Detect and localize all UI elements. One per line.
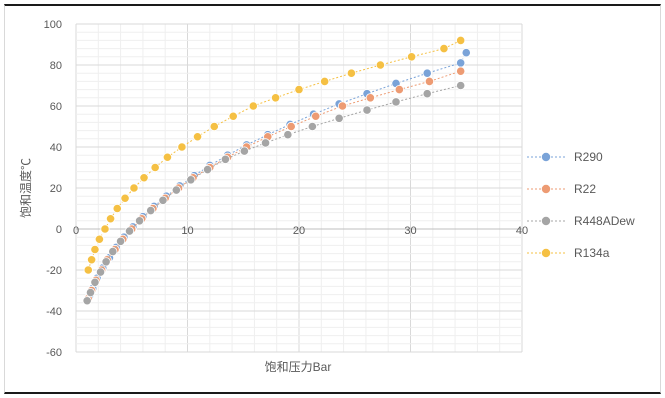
data-point — [456, 58, 466, 68]
data-point — [83, 265, 93, 275]
data-point — [101, 257, 111, 267]
series-line — [87, 70, 461, 299]
y-axis-title: 饱和温度℃ — [18, 158, 33, 218]
x-axis-title: 饱和压力Bar — [265, 359, 332, 374]
legend-label: R290 — [574, 150, 603, 164]
data-point — [365, 93, 375, 103]
grid — [75, 23, 523, 353]
data-point — [209, 121, 219, 132]
data-point — [375, 60, 385, 70]
data-point — [461, 48, 471, 58]
x-tick-label: 20 — [293, 225, 305, 237]
series-layer — [82, 35, 471, 306]
y-tick-label: 60 — [50, 101, 62, 113]
data-point — [134, 216, 145, 226]
data-point — [407, 52, 417, 62]
data-point — [177, 142, 187, 152]
data-point — [248, 101, 258, 111]
axes: 0 10 20 30 40 100 80 60 40 20 0 -20 -40 -60 — [44, 19, 528, 359]
y-tick-label: 100 — [44, 19, 62, 31]
y-tick-label: -20 — [46, 265, 62, 277]
legend-label: R22 — [574, 182, 596, 196]
data-point — [186, 175, 196, 185]
series-r22 — [83, 66, 466, 304]
x-tick-label: 0 — [73, 225, 79, 237]
data-point — [220, 154, 231, 164]
y-tick-label: -40 — [46, 306, 62, 318]
legend-item: R290 — [527, 150, 603, 164]
data-point — [82, 296, 92, 306]
data-point — [394, 85, 404, 95]
y-tick-label: -60 — [46, 347, 62, 359]
data-point — [294, 85, 304, 95]
series-r134a — [83, 35, 466, 275]
data-point — [100, 224, 110, 234]
y-tick-label: 20 — [50, 183, 62, 195]
x-tick-label: 30 — [404, 225, 416, 237]
data-point — [422, 68, 432, 78]
data-point — [320, 76, 330, 87]
data-point — [139, 173, 149, 183]
legend-label: R134a — [574, 246, 610, 260]
data-point — [346, 68, 357, 78]
data-point — [162, 152, 173, 162]
data-point — [311, 111, 321, 121]
data-point — [456, 66, 466, 76]
data-point — [439, 43, 449, 54]
data-point — [150, 162, 160, 173]
data-point — [286, 121, 296, 132]
data-point — [129, 183, 139, 193]
chart-frame — [4, 4, 661, 394]
data-point — [260, 138, 271, 148]
data-point — [108, 246, 118, 257]
data-point — [105, 214, 116, 224]
legend-marker — [541, 248, 551, 258]
data-point — [90, 244, 100, 255]
legend-item: R134a — [527, 246, 610, 260]
y-tick-label: 0 — [56, 224, 62, 236]
data-point — [307, 121, 317, 132]
data-point — [90, 277, 100, 287]
data-point — [171, 185, 181, 195]
data-point — [116, 236, 126, 246]
data-point — [424, 76, 435, 87]
data-point — [337, 101, 348, 111]
data-point — [87, 255, 97, 265]
legend-marker — [541, 216, 551, 226]
data-point — [456, 80, 466, 91]
y-tick-label: 40 — [50, 142, 62, 154]
data-point — [146, 205, 156, 216]
data-point — [192, 132, 203, 142]
legend-marker — [541, 184, 551, 194]
data-point — [85, 287, 96, 298]
data-point — [334, 113, 344, 123]
x-tick-label: 40 — [516, 225, 528, 237]
data-point — [124, 226, 135, 236]
data-point — [95, 267, 106, 277]
data-point — [112, 203, 122, 214]
legend-item: R448ADew — [527, 214, 635, 228]
data-point — [283, 130, 293, 140]
legend-item: R22 — [527, 182, 596, 196]
data-point — [362, 105, 372, 115]
series-r448adew — [82, 80, 466, 306]
data-point — [120, 193, 130, 203]
data-point — [239, 146, 249, 156]
data-point — [270, 93, 281, 103]
data-point — [422, 89, 432, 99]
data-point — [202, 164, 213, 175]
data-point — [456, 35, 466, 46]
data-point — [228, 111, 238, 121]
y-tick-label: 80 — [50, 60, 62, 72]
data-point — [94, 234, 105, 244]
data-point — [158, 195, 168, 205]
legend-marker — [541, 152, 551, 162]
x-tick-label: 10 — [181, 225, 193, 237]
data-point — [391, 97, 401, 107]
legend: R290 R22 R448ADew R134a — [527, 150, 635, 260]
legend-label: R448ADew — [574, 214, 635, 228]
